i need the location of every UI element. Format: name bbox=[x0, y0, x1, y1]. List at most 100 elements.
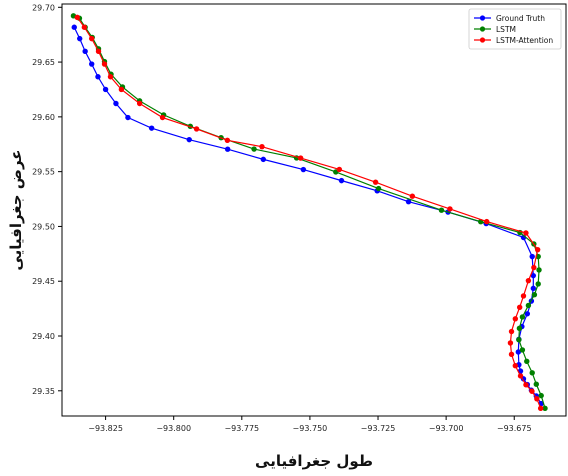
data-point-lstm-attention bbox=[89, 35, 95, 42]
data-point-lstm-attention bbox=[95, 48, 102, 55]
data-point-lstm-attention bbox=[193, 126, 200, 132]
x-tick-label: −93.750 bbox=[293, 424, 328, 433]
x-axis-title: طول جغرافیایی bbox=[255, 452, 373, 470]
data-point-lstm-attention bbox=[534, 246, 541, 253]
data-point-lstm-attention bbox=[520, 293, 527, 299]
data-point-lstm-attention bbox=[107, 74, 114, 80]
data-point-lstm-attention bbox=[534, 396, 540, 402]
data-point-lstm-attention bbox=[118, 86, 125, 93]
y-tick-label: 29.60 bbox=[32, 113, 55, 122]
data-point-lstm bbox=[438, 207, 445, 213]
data-point-ground-truth bbox=[82, 48, 88, 55]
data-point-lstm-attention bbox=[517, 373, 524, 379]
series-line-lstm-attention bbox=[76, 17, 542, 409]
data-point-lstm-attention bbox=[159, 114, 166, 121]
data-point-lstm-attention bbox=[74, 14, 80, 21]
data-point-ground-truth bbox=[186, 136, 192, 143]
data-point-ground-truth bbox=[71, 24, 77, 30]
data-point-lstm-attention bbox=[529, 388, 535, 394]
y-tick-label: 29.35 bbox=[32, 387, 55, 396]
data-point-ground-truth bbox=[405, 198, 412, 205]
legend-label-lstm: LSTM bbox=[496, 25, 516, 34]
x-tick-label: −93.725 bbox=[361, 424, 396, 433]
series-lstm-attention bbox=[74, 14, 544, 412]
data-point-ground-truth bbox=[529, 253, 535, 260]
data-point-lstm bbox=[529, 370, 535, 376]
data-point-lstm-attention bbox=[136, 100, 143, 107]
data-point-lstm bbox=[542, 405, 548, 412]
y-tick-label: 29.55 bbox=[32, 168, 55, 177]
data-point-lstm bbox=[375, 185, 382, 192]
data-point-lstm-attention bbox=[508, 351, 515, 358]
data-point-lstm-attention bbox=[512, 316, 519, 322]
data-point-lstm-attention bbox=[508, 328, 515, 335]
data-point-ground-truth bbox=[89, 61, 95, 67]
legend-marker-ground-truth bbox=[479, 15, 486, 21]
data-point-lstm-attention bbox=[409, 193, 416, 199]
x-tick-label: −93.825 bbox=[88, 424, 123, 433]
plot-frame bbox=[61, 3, 567, 417]
y-tick-label: 29.45 bbox=[32, 277, 55, 286]
data-point-ground-truth bbox=[300, 166, 307, 173]
data-point-lstm-attention bbox=[81, 24, 88, 30]
series-line-lstm bbox=[73, 15, 546, 409]
data-point-lstm-attention bbox=[523, 230, 529, 236]
data-point-lstm bbox=[519, 347, 526, 353]
data-point-ground-truth bbox=[524, 311, 531, 317]
series-layer bbox=[70, 13, 548, 412]
y-tick-label: 29.65 bbox=[32, 58, 55, 67]
data-point-lstm bbox=[531, 292, 538, 298]
legend-marker-lstm-attention bbox=[479, 37, 486, 43]
data-point-ground-truth bbox=[338, 177, 345, 184]
legend-label-lstm-attention: LSTM-Attention bbox=[496, 36, 553, 45]
data-point-ground-truth bbox=[95, 74, 101, 80]
data-point-lstm-attention bbox=[224, 137, 231, 144]
y-tick-label: 29.70 bbox=[32, 3, 55, 12]
data-point-lstm bbox=[251, 146, 257, 152]
series-ground-truth bbox=[71, 24, 544, 407]
data-point-lstm-attention bbox=[531, 264, 537, 271]
data-point-ground-truth bbox=[530, 285, 537, 292]
series-lstm bbox=[70, 13, 548, 412]
data-point-lstm-attention bbox=[512, 363, 519, 369]
data-point-lstm bbox=[525, 302, 532, 309]
data-point-lstm bbox=[524, 358, 530, 365]
legend: Ground Truth LSTM LSTM-Attention bbox=[468, 8, 562, 50]
data-point-lstm-attention bbox=[537, 405, 544, 412]
data-point-lstm bbox=[535, 281, 541, 287]
data-point-lstm-attention bbox=[516, 304, 523, 310]
data-point-ground-truth bbox=[102, 86, 109, 93]
data-point-ground-truth bbox=[77, 35, 83, 42]
data-point-lstm-attention bbox=[336, 166, 343, 173]
y-tick-label: 29.40 bbox=[32, 332, 55, 341]
data-point-ground-truth bbox=[260, 156, 267, 163]
data-point-lstm bbox=[536, 267, 542, 273]
data-point-lstm-attention bbox=[447, 206, 453, 212]
data-point-lstm bbox=[533, 381, 539, 387]
series-line-ground-truth bbox=[73, 26, 542, 404]
data-point-lstm-attention bbox=[259, 143, 265, 150]
y-tick-label: 29.50 bbox=[32, 222, 55, 231]
data-point-lstm bbox=[516, 325, 523, 332]
x-tick-label: −93.675 bbox=[497, 424, 532, 433]
data-point-lstm-attention bbox=[484, 218, 490, 225]
x-tick-label: −93.800 bbox=[156, 424, 191, 433]
legend-box bbox=[468, 8, 562, 50]
data-point-lstm bbox=[538, 392, 544, 399]
data-point-lstm-attention bbox=[525, 277, 532, 284]
legend-marker-lstm bbox=[479, 26, 486, 32]
data-point-ground-truth bbox=[530, 272, 537, 279]
data-point-lstm-attention bbox=[507, 340, 514, 346]
data-point-ground-truth bbox=[515, 349, 522, 355]
legend-label-ground-truth: Ground Truth bbox=[496, 14, 545, 23]
data-point-lstm-attention bbox=[372, 179, 379, 185]
x-tick-label: −93.775 bbox=[224, 424, 259, 433]
data-point-lstm-attention bbox=[523, 382, 529, 388]
data-point-lstm-attention bbox=[297, 155, 304, 161]
y-axis-title: عرض جغرافیایی bbox=[7, 149, 25, 270]
data-point-ground-truth bbox=[113, 100, 119, 107]
data-point-ground-truth bbox=[224, 146, 231, 152]
data-point-lstm bbox=[519, 314, 526, 320]
